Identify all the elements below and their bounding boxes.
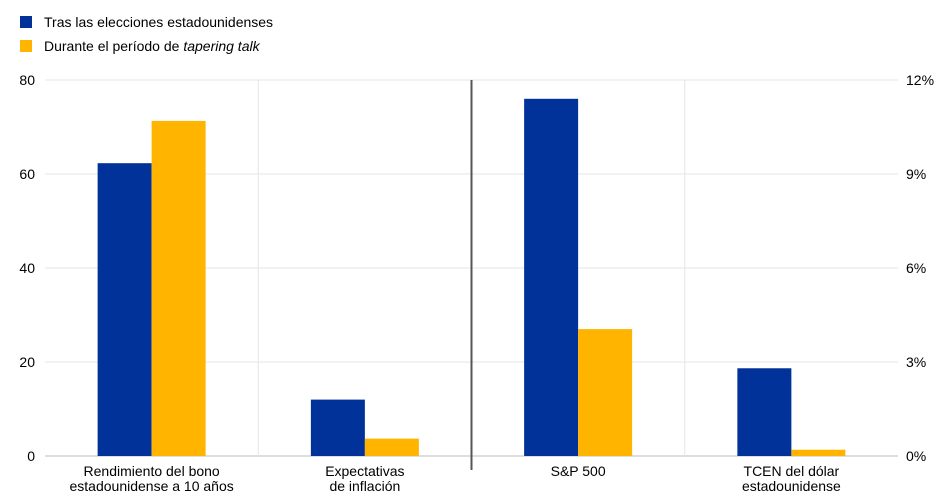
legend-swatch-series-2 [20,40,32,52]
left-axis-tick-label: 20 [19,354,35,370]
left-axis-tick-label: 40 [19,260,35,276]
right-axis-tick-label: 9% [906,166,926,182]
category-label: estadounidense a 10 años [70,478,234,494]
right-axis-tick-label: 12% [906,72,934,88]
bar-series-1-category-4 [737,368,792,456]
bar-series-2-category-1 [151,120,206,456]
legend-label-series-1: Tras las elecciones estadounidenses [44,14,274,30]
right-axis-tick-label: 6% [906,260,926,276]
legend-item-series-2: Durante el período de tapering talk [20,34,273,58]
category-label: de inflación [329,478,400,494]
legend-label-series-2-italic: tapering talk [183,38,260,54]
left-axis-tick-label: 80 [19,72,35,88]
legend: Tras las elecciones estadounidenses Dura… [20,10,273,58]
left-axis-tick-label: 60 [19,166,35,182]
bar-series-2-category-3 [578,329,633,456]
bar-series-2-category-4 [791,449,846,456]
legend-label-series-2-prefix: Durante el período de [44,38,184,54]
left-axis-tick-label: 0 [27,448,35,464]
category-label: S&P 500 [551,463,606,479]
right-axis-tick-label: 3% [906,354,926,370]
category-label: TCEN del dólar [744,463,840,479]
category-label: Expectativas [325,463,404,479]
legend-item-series-1: Tras las elecciones estadounidenses [20,10,273,34]
legend-label-series-2: Durante el período de tapering talk [44,38,260,54]
bar-series-1-category-2 [310,399,365,456]
bar-series-2-category-2 [364,438,419,456]
right-axis-tick-label: 0% [906,448,926,464]
bar-series-1-category-3 [524,98,579,457]
category-label: Rendimiento del bono [84,463,220,479]
legend-swatch-series-1 [20,16,32,28]
bar-series-1-category-1 [97,163,152,456]
category-label: estadounidense [742,478,841,494]
